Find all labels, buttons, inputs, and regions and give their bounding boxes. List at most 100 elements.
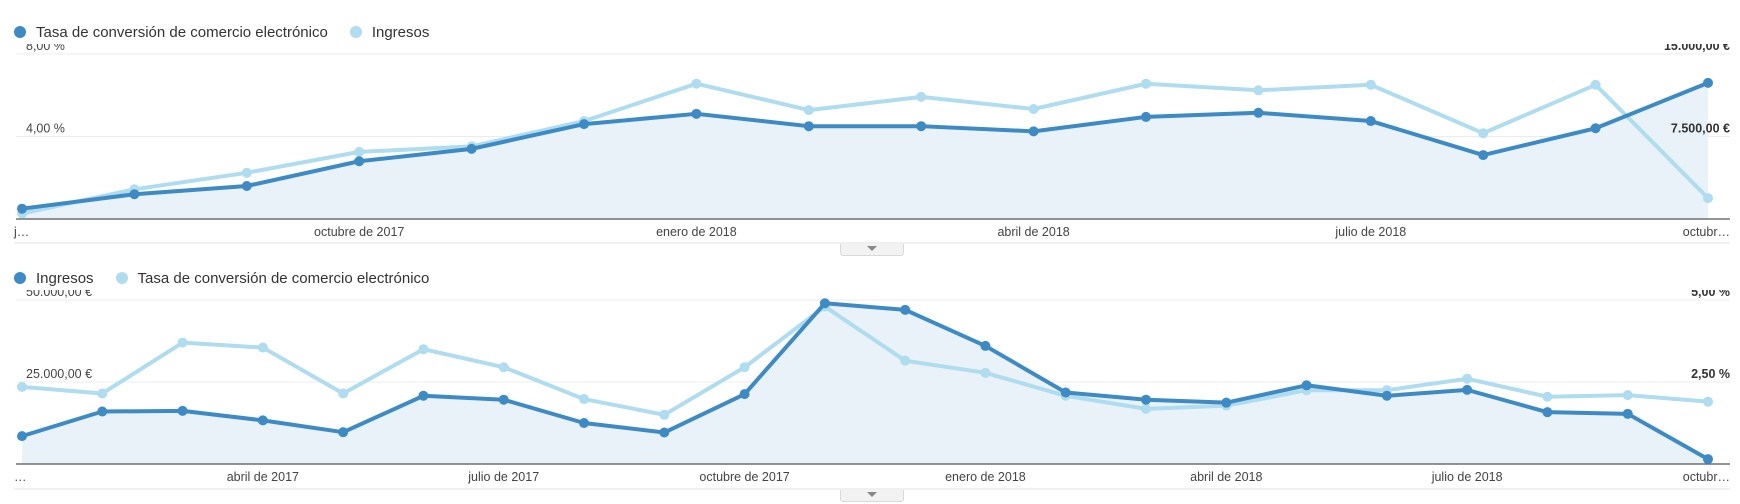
data-point-secondary[interactable] xyxy=(1703,193,1713,204)
data-point-primary[interactable] xyxy=(1478,150,1489,161)
data-point-primary[interactable] xyxy=(739,389,750,400)
x-tick-label: j… xyxy=(13,225,29,239)
legend-item-chart1-series1[interactable]: Tasa de conversión de comercio electróni… xyxy=(14,24,328,41)
x-tick-label: octubre de 2017 xyxy=(699,470,789,484)
data-point-secondary[interactable] xyxy=(1703,396,1713,407)
data-point-secondary[interactable] xyxy=(980,367,991,378)
legend-item-chart1-series2[interactable]: Ingresos xyxy=(349,24,429,41)
area-fill-primary xyxy=(22,82,1708,219)
legend-item-chart2-series1[interactable]: Ingresos xyxy=(14,270,94,287)
data-point-primary[interactable] xyxy=(803,121,814,132)
data-point-primary[interactable] xyxy=(691,108,702,119)
data-point-secondary[interactable] xyxy=(1478,128,1489,139)
data-point-primary[interactable] xyxy=(1622,408,1633,419)
data-point-secondary[interactable] xyxy=(1365,79,1376,90)
left-axis-tick-label: 8,00 % xyxy=(26,44,65,53)
chevron-down-icon xyxy=(867,492,877,497)
data-point-secondary[interactable] xyxy=(1542,391,1553,402)
data-point-secondary[interactable] xyxy=(739,362,750,373)
data-point-secondary[interactable] xyxy=(579,394,589,405)
data-point-primary[interactable] xyxy=(1381,390,1392,401)
data-point-secondary[interactable] xyxy=(1462,373,1473,384)
x-tick-label: enero de 2018 xyxy=(945,470,1026,484)
data-point-secondary[interactable] xyxy=(659,409,670,420)
data-point-primary[interactable] xyxy=(1253,107,1264,118)
data-point-primary[interactable] xyxy=(97,406,108,417)
chart1-collapse-toggle[interactable] xyxy=(840,244,904,256)
chart2-legend: Ingresos Tasa de conversión de comercio … xyxy=(14,268,451,288)
legend-dot-secondary xyxy=(349,26,362,38)
data-point-primary[interactable] xyxy=(1365,116,1376,127)
data-point-primary[interactable] xyxy=(900,304,911,315)
data-point-secondary[interactable] xyxy=(354,146,365,157)
data-point-primary[interactable] xyxy=(1221,397,1232,408)
chart2-collapse-toggle[interactable] xyxy=(840,490,904,502)
data-point-secondary[interactable] xyxy=(916,91,927,102)
data-point-primary[interactable] xyxy=(1141,111,1151,122)
data-point-primary[interactable] xyxy=(338,427,349,438)
data-point-secondary[interactable] xyxy=(900,355,911,366)
data-point-secondary[interactable] xyxy=(418,344,429,355)
data-point-primary[interactable] xyxy=(17,203,27,214)
data-point-primary[interactable] xyxy=(129,189,140,200)
data-point-primary[interactable] xyxy=(579,119,589,130)
x-tick-label: julio de 2017 xyxy=(467,470,539,484)
area-fill-primary xyxy=(22,303,1708,464)
data-point-primary[interactable] xyxy=(177,405,188,416)
legend-dot-primary xyxy=(14,272,26,284)
data-point-secondary[interactable] xyxy=(177,337,188,348)
data-point-primary[interactable] xyxy=(1703,454,1713,465)
x-tick-label: octubre de 2017 xyxy=(314,225,404,239)
data-point-primary[interactable] xyxy=(980,340,991,351)
legend-item-chart2-series2[interactable]: Tasa de conversión de comercio electróni… xyxy=(115,270,429,287)
right-axis-tick-label: 15.000,00 € xyxy=(1664,44,1730,53)
x-tick-label: enero de 2018 xyxy=(656,225,737,239)
data-point-secondary[interactable] xyxy=(803,105,814,116)
data-point-primary[interactable] xyxy=(418,390,429,401)
data-point-secondary[interactable] xyxy=(498,362,509,373)
data-point-secondary[interactable] xyxy=(257,342,268,353)
x-tick-label: octubr… xyxy=(1683,225,1730,239)
data-point-primary[interactable] xyxy=(1301,380,1312,391)
data-point-secondary[interactable] xyxy=(1590,79,1601,90)
series-line-secondary xyxy=(21,304,1709,417)
data-point-primary[interactable] xyxy=(659,427,670,438)
x-tick-label: julio de 2018 xyxy=(1431,470,1503,484)
data-point-primary[interactable] xyxy=(17,431,27,442)
data-point-secondary[interactable] xyxy=(1028,104,1039,114)
chevron-down-icon xyxy=(867,246,877,251)
data-point-primary[interactable] xyxy=(466,143,477,154)
series-line-primary xyxy=(21,81,1709,211)
x-tick-label: julio de 2018 xyxy=(1334,225,1406,239)
data-point-secondary[interactable] xyxy=(1622,390,1633,401)
data-point-primary[interactable] xyxy=(257,415,268,426)
x-tick-label: abril de 2018 xyxy=(997,225,1069,239)
data-point-secondary[interactable] xyxy=(338,388,349,399)
data-point-primary[interactable] xyxy=(498,394,509,405)
data-point-primary[interactable] xyxy=(1462,384,1473,395)
x-tick-label: abril de 2018 xyxy=(1190,470,1262,484)
data-point-primary[interactable] xyxy=(1060,387,1071,398)
data-point-primary[interactable] xyxy=(1590,123,1601,134)
data-point-secondary[interactable] xyxy=(17,381,27,392)
data-point-primary[interactable] xyxy=(241,181,252,191)
data-point-primary[interactable] xyxy=(1542,407,1553,418)
x-tick-label: octubr… xyxy=(1683,470,1730,484)
data-point-secondary[interactable] xyxy=(1141,78,1151,89)
data-point-secondary[interactable] xyxy=(691,78,702,89)
data-point-secondary[interactable] xyxy=(1141,403,1151,414)
data-point-primary[interactable] xyxy=(1141,394,1151,405)
x-tick-label: abril de 2017 xyxy=(227,470,299,484)
x-tick-label: … xyxy=(14,470,27,484)
data-point-secondary[interactable] xyxy=(241,167,252,178)
data-point-primary[interactable] xyxy=(354,156,365,167)
data-point-primary[interactable] xyxy=(579,418,589,428)
left-axis-tick-label: 50.000,00 € xyxy=(26,290,92,299)
data-point-primary[interactable] xyxy=(916,121,927,132)
data-point-primary[interactable] xyxy=(1703,77,1713,88)
data-point-primary[interactable] xyxy=(1028,126,1039,137)
data-point-primary[interactable] xyxy=(819,298,830,309)
data-point-secondary[interactable] xyxy=(1253,85,1264,96)
data-point-secondary[interactable] xyxy=(97,388,108,399)
legend-dot-primary xyxy=(14,26,26,38)
